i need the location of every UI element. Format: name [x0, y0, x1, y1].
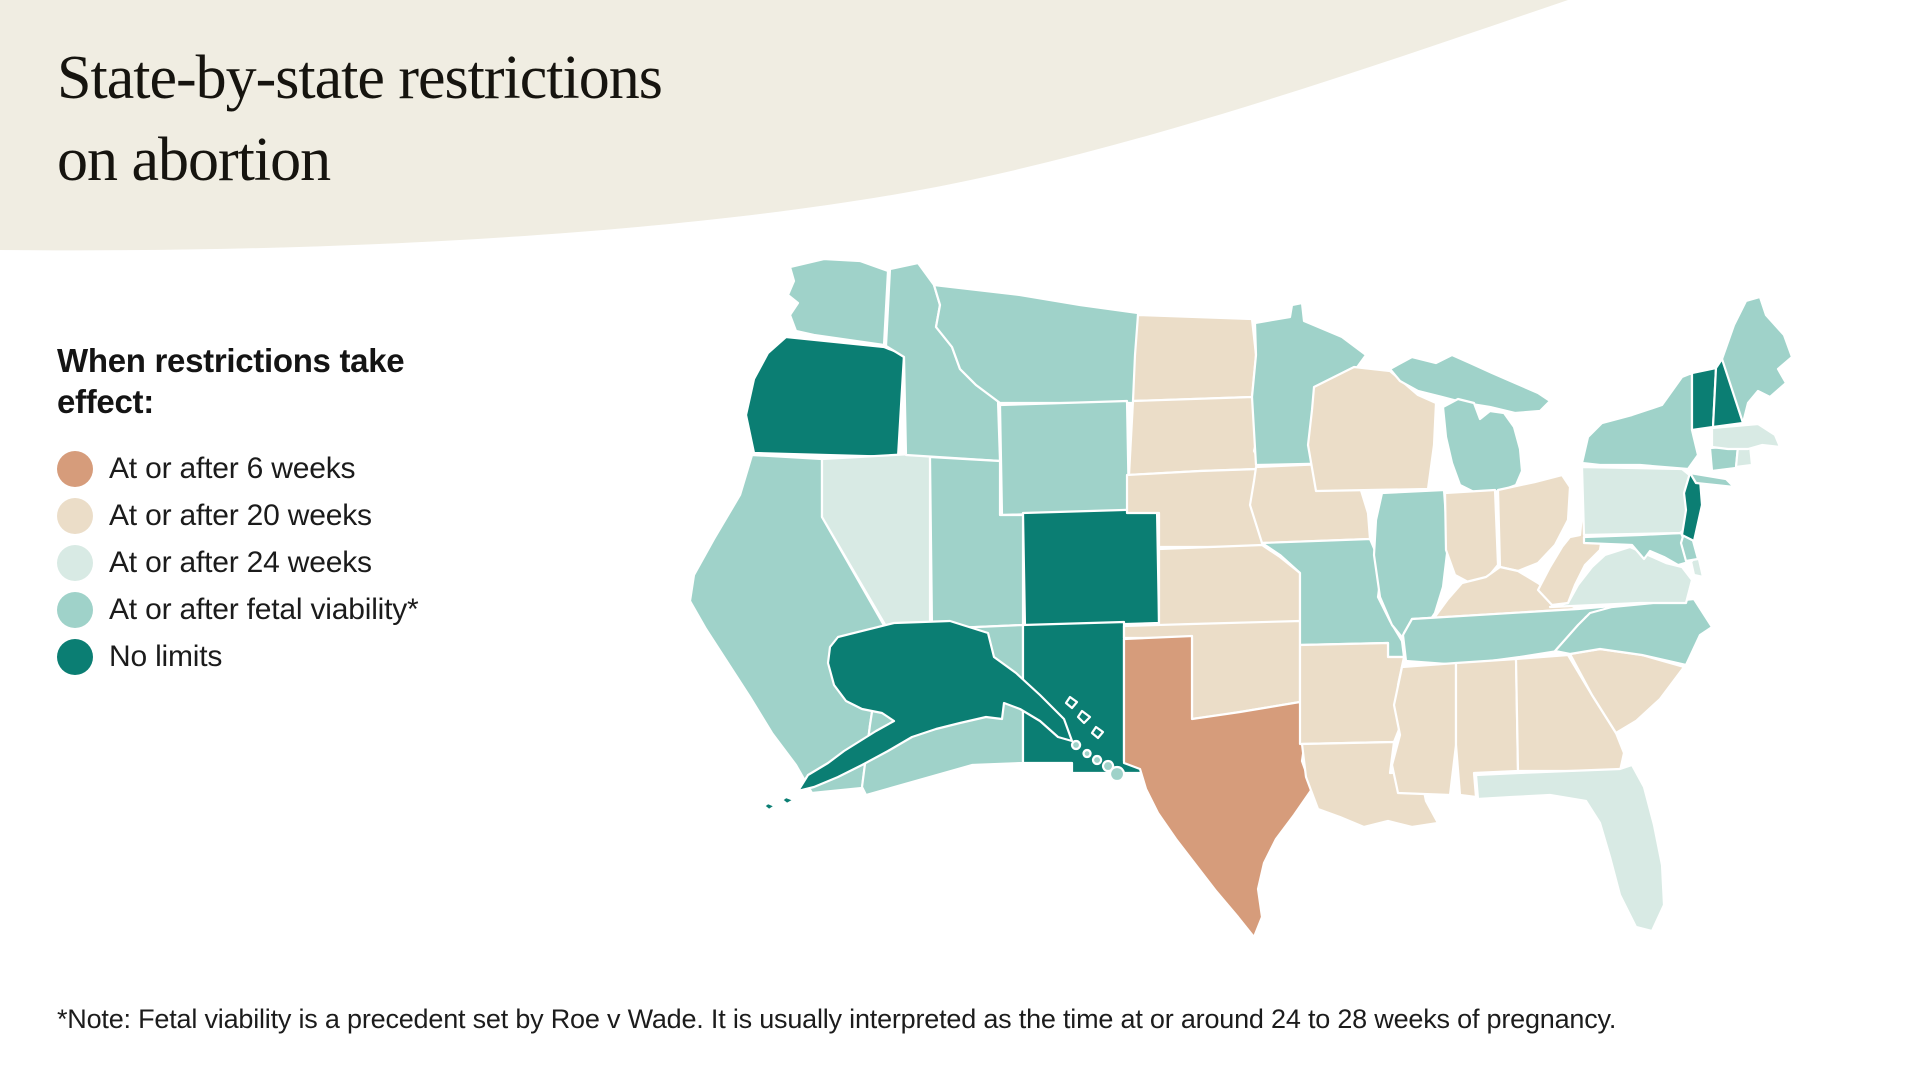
swatch-fetal-viability-icon — [57, 591, 93, 628]
legend-heading: When restrictions take effect: — [57, 342, 405, 421]
legend-label: At or after 20 weeks — [109, 498, 372, 532]
legend-label: At or after 6 weeks — [109, 451, 356, 485]
state-hawaii-island — [1108, 765, 1126, 783]
state-florida — [1474, 763, 1666, 933]
state-michigan — [1441, 397, 1524, 495]
swatch-24-weeks-icon — [57, 544, 93, 581]
state-alaska-island — [1064, 695, 1079, 710]
legend-label: No limits — [109, 639, 223, 673]
legend-item-no-limits: No limits — [57, 638, 537, 675]
state-georgia — [1514, 653, 1626, 773]
state-new-york-long-island — [1688, 471, 1736, 489]
state-alaska-aleutian-island — [762, 801, 777, 812]
state-maine — [1720, 295, 1794, 425]
legend-item-6-weeks: At or after 6 weeks — [57, 450, 537, 487]
legend-label: At or after fetal viability* — [109, 592, 419, 626]
state-montana — [932, 283, 1140, 405]
state-north-dakota — [1131, 313, 1258, 403]
swatch-no-limits-icon — [57, 638, 93, 675]
state-washington — [786, 257, 890, 347]
state-hawaii-island — [1082, 748, 1092, 759]
state-north-carolina — [1553, 597, 1714, 667]
legend-item-24-weeks: At or after 24 weeks — [57, 544, 537, 581]
state-new-york — [1580, 371, 1700, 471]
state-massachusetts — [1710, 422, 1782, 451]
state-hawaii-island — [1070, 739, 1082, 751]
state-alaska-aleutian-island — [780, 795, 796, 806]
state-california — [688, 453, 888, 795]
state-indiana — [1443, 488, 1500, 585]
page-title-line2: on abortion — [57, 125, 331, 194]
state-texas — [1122, 634, 1314, 939]
state-oregon — [744, 335, 906, 459]
state-michigan-up — [1388, 353, 1552, 415]
us-map — [688, 257, 1794, 939]
state-louisiana — [1300, 740, 1440, 829]
footnote: *Note: Fetal viability is a precedent se… — [57, 1004, 1617, 1034]
state-arkansas — [1298, 641, 1406, 746]
page-title-line1: State-by-state restrictions — [57, 44, 663, 112]
state-alaska — [796, 619, 1074, 793]
page-title: State-by-state restrictions on abortion — [57, 38, 663, 202]
state-wyoming — [998, 399, 1131, 517]
swatch-20-weeks-icon — [57, 497, 93, 534]
legend: When restrictions take effect: At or aft… — [57, 340, 537, 675]
state-south-dakota — [1127, 395, 1264, 477]
state-kansas — [1157, 543, 1302, 629]
state-virginia — [1548, 545, 1694, 609]
state-mississippi — [1390, 661, 1458, 797]
state-alaska-island — [1090, 725, 1105, 740]
swatch-6-weeks-icon — [57, 450, 93, 487]
state-alaska-island — [1076, 709, 1092, 725]
legend-items: At or after 6 weeks At or after 20 weeks… — [57, 450, 537, 675]
state-colorado — [1021, 507, 1161, 629]
state-hawaii-island — [1101, 759, 1115, 773]
state-pennsylvania — [1580, 465, 1698, 537]
legend-item-fetal-viability: At or after fetal viability* — [57, 591, 537, 628]
legend-label: At or after 24 weeks — [109, 545, 372, 579]
state-hawaii-island — [1091, 754, 1103, 766]
state-wisconsin — [1306, 365, 1438, 493]
legend-item-20-weeks: At or after 20 weeks — [57, 497, 537, 534]
